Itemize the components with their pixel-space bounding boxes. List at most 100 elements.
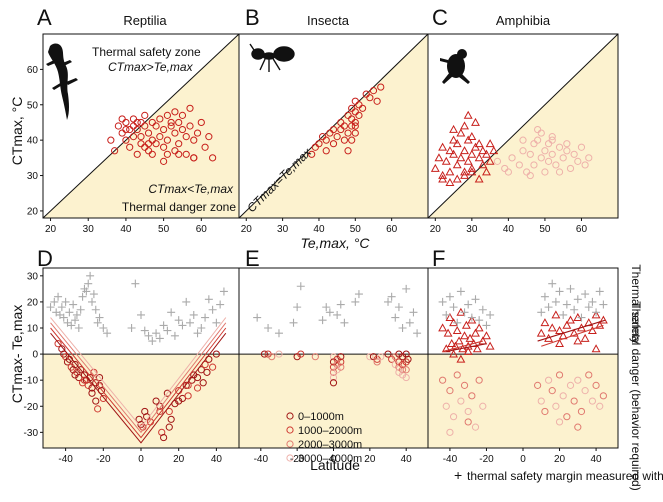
point-a-0-48 xyxy=(193,129,202,137)
point-f-2-20 xyxy=(559,310,568,319)
point-e-1-13 xyxy=(387,292,396,301)
point-f-2-23 xyxy=(570,305,579,314)
point-a-0-50 xyxy=(201,143,209,151)
point-e-0-17 xyxy=(337,358,345,366)
point-c-1-2 xyxy=(508,154,516,162)
frog-icon xyxy=(440,49,470,84)
point-f-1-28 xyxy=(592,381,600,389)
point-e-0-38 xyxy=(402,366,410,374)
point-d-1-23 xyxy=(91,305,100,314)
x-tick-label-a-2: 40 xyxy=(120,224,132,235)
trend-line-f-0 xyxy=(446,343,487,353)
x-tick-label-d-1: -20 xyxy=(96,454,111,465)
point-a-0-11 xyxy=(133,125,141,134)
point-c-0-5 xyxy=(445,146,455,155)
point-f-1-19 xyxy=(559,392,567,400)
point-a-0-1 xyxy=(114,122,122,130)
point-f-0-32 xyxy=(569,328,579,337)
x-tick-label-b-1: 30 xyxy=(277,224,289,235)
point-d-1-18 xyxy=(82,287,91,296)
point-e-1-5 xyxy=(296,282,305,291)
point-a-0-28 xyxy=(160,143,168,151)
point-c-0-12 xyxy=(456,128,466,137)
point-f-2-26 xyxy=(581,290,590,299)
point-f-0-43 xyxy=(463,346,473,355)
point-a-0-17 xyxy=(141,143,149,151)
point-f-0-42 xyxy=(456,354,466,363)
point-d-1-13 xyxy=(72,310,81,319)
point-b-0-5 xyxy=(322,136,330,144)
point-d-0-41 xyxy=(182,381,190,389)
legend-marker-1 xyxy=(286,426,294,434)
point-c-0-27 xyxy=(482,149,491,158)
point-c-0-28 xyxy=(485,139,495,148)
point-a-0-33 xyxy=(167,122,175,130)
point-c-0-3 xyxy=(438,142,448,151)
point-f-2-25 xyxy=(577,313,586,322)
point-f-0-38 xyxy=(591,310,601,319)
x-tick-label-b-0: 20 xyxy=(241,224,253,235)
point-c-0-18 xyxy=(467,149,477,158)
point-d-0-42 xyxy=(184,392,192,400)
point-d-1-12 xyxy=(71,316,80,325)
point-e-1-18 xyxy=(405,318,414,327)
point-e-0-34 xyxy=(398,366,407,374)
x-tick-label-b-3: 50 xyxy=(350,224,362,235)
ant-icon xyxy=(249,43,295,72)
point-c-1-3 xyxy=(515,161,523,169)
point-a-0-37 xyxy=(171,108,179,116)
point-f-1-8 xyxy=(468,392,476,400)
point-f-2-28 xyxy=(588,297,597,306)
frame-c xyxy=(427,33,619,219)
point-a-0-55 xyxy=(133,118,141,127)
title-reptilia: Reptilia xyxy=(123,13,167,28)
x-tick-label-c-0: 20 xyxy=(430,224,442,235)
point-e-0-23 xyxy=(377,353,385,361)
point-d-1-34 xyxy=(152,329,161,338)
point-a-0-40 xyxy=(178,125,187,134)
point-c-1-12 xyxy=(541,147,549,155)
trend-line-d-2 xyxy=(50,322,227,434)
point-d-1-5 xyxy=(57,303,66,312)
point-a-0-29 xyxy=(160,125,168,134)
point-a-0-27 xyxy=(156,133,164,141)
point-f-1-24 xyxy=(577,407,586,416)
point-f-2-9 xyxy=(471,295,480,304)
x-tick-label-e-1: -20 xyxy=(290,454,305,465)
point-f-2-4 xyxy=(453,318,462,327)
y-tick-label-d-0: -30 xyxy=(24,428,39,439)
point-c-1-0 xyxy=(493,157,502,165)
point-e-1-9 xyxy=(333,310,342,319)
point-e-0-19 xyxy=(366,353,374,361)
legend-label-0: 0–1000m xyxy=(298,411,344,423)
point-e-1-12 xyxy=(384,297,393,306)
point-d-0-31 xyxy=(152,397,160,405)
point-f-1-14 xyxy=(541,407,549,416)
point-d-1-3 xyxy=(54,292,63,301)
point-c-0-14 xyxy=(460,146,469,155)
point-f-1-15 xyxy=(544,376,553,384)
point-e-1-19 xyxy=(409,308,418,317)
point-e-1-2 xyxy=(274,329,283,338)
point-b-0-31 xyxy=(351,122,359,130)
point-f-1-9 xyxy=(471,423,480,431)
point-e-0-16 xyxy=(337,353,345,361)
x-tick-label-d-4: 40 xyxy=(211,454,223,465)
point-a-0-52 xyxy=(209,154,217,162)
point-c-0-11 xyxy=(456,153,466,162)
point-c-1-25 xyxy=(577,143,586,151)
point-a-0-46 xyxy=(190,136,198,144)
point-c-1-31 xyxy=(563,140,571,148)
point-c-1-18 xyxy=(552,161,560,169)
point-b-0-27 xyxy=(366,94,374,102)
point-f-0-46 xyxy=(591,344,601,353)
point-e-1-7 xyxy=(322,303,331,312)
y-tick-label-a-1: 30 xyxy=(27,171,39,182)
point-f-1-21 xyxy=(566,381,575,389)
point-d-0-36 xyxy=(165,407,173,416)
point-e-1-14 xyxy=(391,313,400,322)
point-a-0-30 xyxy=(163,111,171,119)
point-f-2-7 xyxy=(464,300,473,309)
point-c-1-20 xyxy=(559,154,567,162)
point-e-0-39 xyxy=(402,373,410,382)
